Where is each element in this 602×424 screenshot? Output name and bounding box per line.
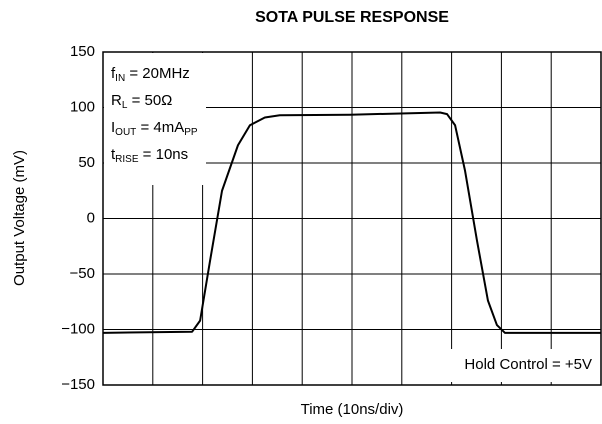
- annotation: RL = 50Ω: [111, 92, 172, 111]
- annotation-text: = 10ns: [139, 146, 189, 163]
- note: Hold Control = +5V: [464, 356, 592, 373]
- annotation-text: = 4mA: [136, 119, 184, 136]
- y-tick-label: 150: [70, 43, 95, 60]
- annotation-subscript: IN: [115, 73, 125, 84]
- note-box: [420, 349, 599, 382]
- y-tick-label: 100: [70, 98, 95, 115]
- annotation-subscript: L: [122, 100, 128, 111]
- chart-title: SOTA PULSE RESPONSE: [255, 9, 449, 26]
- annotation: IOUT = 4mAPP: [111, 119, 198, 138]
- y-tick-label: −100: [61, 320, 95, 337]
- annotation: fIN = 20MHz: [111, 65, 190, 84]
- x-axis-label: Time (10ns/div): [301, 401, 404, 418]
- data-line: [102, 111, 601, 334]
- y-tick-label: −50: [70, 265, 95, 282]
- annotation-text: f: [111, 65, 116, 82]
- annotation-text: = 50Ω: [127, 92, 172, 109]
- annotation-subscript: RISE: [115, 154, 139, 165]
- annotation-text: R: [111, 92, 122, 109]
- y-axis-label: Output Voltage (mV): [11, 150, 28, 286]
- plot-frame: [102, 51, 602, 386]
- annotation-text: t: [111, 146, 116, 163]
- y-tick-label: −150: [61, 376, 95, 393]
- annotation: tRISE = 10ns: [111, 146, 188, 165]
- y-tick-label: 50: [78, 154, 95, 171]
- y-tick-label: 0: [87, 209, 95, 226]
- annotation-text: = 20MHz: [125, 65, 190, 82]
- annotation-subscript: OUT: [115, 127, 136, 138]
- annotation-subscript: PP: [184, 127, 198, 138]
- annotation-text: I: [111, 119, 115, 136]
- annotation-box: [104, 53, 206, 185]
